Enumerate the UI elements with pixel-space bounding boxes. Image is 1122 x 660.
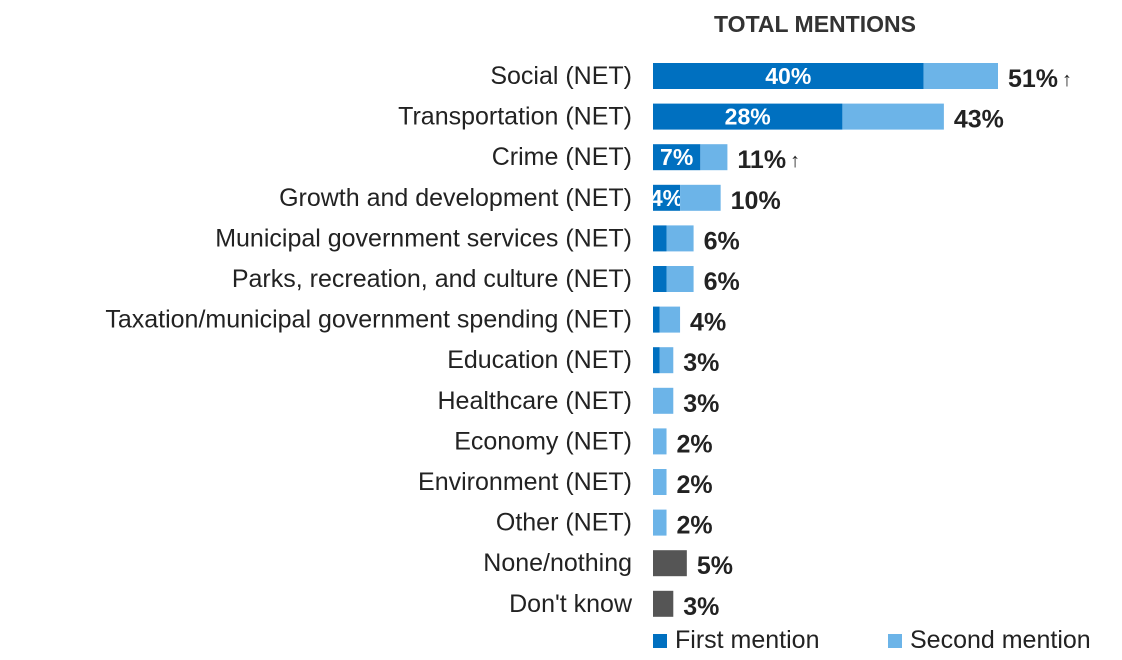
total-label: 2% xyxy=(677,512,713,540)
total-label: 2% xyxy=(677,430,713,458)
bar-second-mention xyxy=(653,387,674,414)
bar-second-mention xyxy=(653,509,667,536)
total-label: 51% xyxy=(1008,65,1058,93)
bar-first-mention xyxy=(653,184,681,211)
data-label-first-mention: 4% xyxy=(650,185,683,211)
bar-first-mention xyxy=(653,103,843,130)
bar-first-mention xyxy=(653,63,924,89)
category-label: Growth and development (NET) xyxy=(279,184,632,212)
bar-first-mention xyxy=(653,347,660,374)
legend-label-first-mention: First mention xyxy=(675,626,819,654)
bar-first-mention xyxy=(653,144,701,171)
data-label-first-mention: 7% xyxy=(660,144,693,170)
total-label: 6% xyxy=(704,268,740,296)
category-label: Transportation (NET) xyxy=(398,103,632,131)
total-label: 5% xyxy=(697,552,733,580)
bar-second-mention xyxy=(666,266,694,292)
legend-label-second-mention: Second mention xyxy=(910,626,1091,654)
total-label: 3% xyxy=(683,349,719,377)
category-label: Municipal government services (NET) xyxy=(215,224,632,252)
bar-first-mention xyxy=(653,225,667,252)
category-label: Don't know xyxy=(509,590,633,618)
bar-second-mention xyxy=(659,306,681,333)
category-label: Other (NET) xyxy=(496,509,632,537)
bar-second-mention xyxy=(659,347,674,374)
total-label: 10% xyxy=(731,187,781,215)
bar-total xyxy=(653,550,687,577)
total-label: 11% xyxy=(737,146,786,174)
category-label: None/nothing xyxy=(483,549,632,577)
chart-title: TOTAL MENTIONS xyxy=(714,11,916,37)
category-label: Economy (NET) xyxy=(454,427,632,455)
category-label: Education (NET) xyxy=(447,346,632,374)
total-label: 6% xyxy=(704,227,740,255)
significance-up-arrow-icon: ↑ xyxy=(1062,69,1072,91)
category-label: Social (NET) xyxy=(490,62,632,90)
bar-first-mention xyxy=(653,266,667,292)
bar-second-mention xyxy=(666,225,694,252)
category-label: Environment (NET) xyxy=(418,468,632,496)
total-label: 4% xyxy=(690,309,726,337)
total-label: 3% xyxy=(683,390,719,418)
total-label: 3% xyxy=(683,593,719,621)
bar-second-mention xyxy=(680,184,721,211)
legend-swatch-first-mention xyxy=(653,634,667,648)
bar-second-mention xyxy=(700,144,728,171)
data-label-first-mention: 40% xyxy=(765,63,811,89)
data-label-first-mention: 28% xyxy=(725,104,771,130)
category-label: Parks, recreation, and culture (NET) xyxy=(232,265,632,293)
category-label: Crime (NET) xyxy=(492,143,632,171)
legend-swatch-second-mention xyxy=(888,634,902,648)
bar-second-mention xyxy=(653,469,667,495)
bar-first-mention xyxy=(653,306,660,333)
category-label: Healthcare (NET) xyxy=(438,387,633,415)
significance-up-arrow-icon: ↑ xyxy=(790,150,800,172)
total-label: 43% xyxy=(954,106,1004,134)
bar-second-mention xyxy=(653,428,667,455)
total-label: 2% xyxy=(677,471,713,499)
category-label: Taxation/municipal government spending (… xyxy=(105,306,632,334)
bar-second-mention xyxy=(923,63,998,89)
bar-total xyxy=(653,590,674,617)
bar-second-mention xyxy=(842,103,944,130)
